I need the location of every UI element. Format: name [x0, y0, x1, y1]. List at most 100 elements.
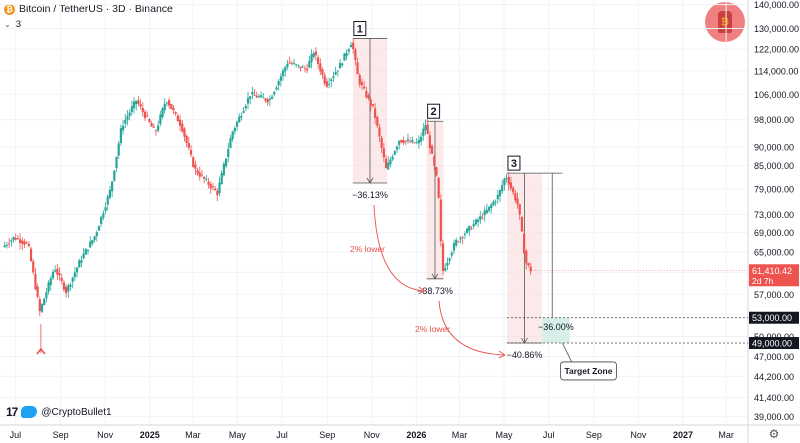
target-price-tag — [749, 337, 799, 350]
candle-body — [25, 242, 28, 244]
price-tick-label: 106,000.00 — [754, 90, 799, 100]
author-credit: 17 @CryptoBullet1 — [6, 405, 112, 419]
drawdown-arrow-icon — [431, 273, 439, 280]
candle-body — [325, 81, 328, 87]
candle-body — [404, 140, 407, 142]
candle-body — [150, 122, 153, 127]
candle-body — [518, 203, 521, 215]
candle-body — [516, 198, 519, 205]
candle-body — [424, 125, 427, 131]
candle-body — [400, 139, 403, 143]
candle-body — [299, 66, 302, 69]
candle-body — [327, 83, 331, 85]
candle-body — [21, 240, 24, 244]
candle-body — [229, 138, 232, 149]
candle-body — [343, 53, 346, 61]
candle-body — [332, 76, 335, 78]
candle-body — [126, 116, 129, 120]
candle-body — [341, 63, 344, 66]
candle-body — [67, 285, 70, 292]
last-price-tag — [749, 264, 799, 287]
target-zone-label: Target Zone — [564, 366, 612, 376]
time-tick-label: 2025 — [140, 430, 160, 440]
candle-body — [27, 243, 30, 246]
candle-body — [163, 103, 166, 111]
time-tick-label: Mar — [452, 430, 468, 440]
bitcoin-mascot-icon: ₿ — [718, 11, 732, 33]
candle-body — [485, 209, 488, 214]
candle-body — [165, 102, 169, 104]
chart-legend: ₿ Bitcoin / TetherUS · 3D · Binance — [4, 3, 173, 15]
candle-body — [119, 128, 122, 143]
candle-body — [481, 217, 484, 219]
wave-number-label: 2 — [431, 106, 437, 118]
candle-body — [137, 100, 140, 104]
candle-body — [58, 273, 61, 276]
price-tick-label: 79,000.00 — [754, 185, 794, 195]
candle-body — [310, 54, 313, 63]
candle-body — [382, 148, 385, 158]
candle-body — [378, 127, 381, 137]
candle-body — [73, 272, 76, 278]
candle-body — [496, 195, 499, 200]
candle-body — [49, 278, 52, 285]
candle-body — [106, 196, 109, 205]
candle-body — [376, 116, 379, 126]
target-percent-label: −36.00% — [538, 322, 574, 332]
candle-body — [292, 63, 296, 65]
candle-body — [468, 225, 471, 231]
arrow-head-icon — [498, 350, 506, 359]
twitter-icon — [21, 406, 38, 418]
credit-handle: @CryptoBullet1 — [41, 406, 112, 418]
candle-body — [450, 252, 453, 256]
candle-body — [10, 240, 13, 242]
candle-body — [270, 96, 274, 99]
candle-body — [312, 53, 315, 57]
candle-body — [224, 158, 228, 167]
candle-body — [479, 216, 482, 220]
candle-body — [146, 115, 149, 117]
gear-icon[interactable]: ⚙ — [768, 427, 780, 441]
candle-body — [23, 241, 26, 245]
candle-body — [143, 111, 147, 119]
time-tick-label: Jul — [276, 430, 288, 440]
candle-body — [387, 162, 390, 170]
time-tick-label: Mar — [185, 430, 201, 440]
candle-body — [406, 139, 410, 142]
target-callout-box — [560, 361, 617, 381]
indicator-toggle[interactable]: ⌄ 3 — [4, 19, 21, 30]
bar-countdown-label: 2d 7h — [752, 276, 774, 286]
candle-body — [512, 187, 515, 193]
annotation-curve-arrow — [438, 300, 505, 356]
candle-body — [452, 243, 456, 251]
candle-body — [459, 237, 462, 240]
candle-body — [113, 170, 116, 181]
candle-body — [47, 282, 50, 292]
candle-body — [60, 277, 63, 281]
price-tick-label: 47,000.00 — [754, 352, 794, 362]
candle-body — [457, 241, 460, 243]
candle-body — [281, 70, 285, 77]
candle-body — [433, 156, 436, 166]
candle-body — [205, 178, 208, 180]
candle-body — [380, 137, 383, 148]
candle-body — [32, 261, 35, 273]
candle-body — [8, 243, 11, 245]
candle-body — [54, 270, 57, 272]
candle-body — [78, 260, 81, 268]
time-tick-label: May — [229, 430, 247, 440]
candle-body — [279, 76, 282, 81]
candle-body — [209, 183, 212, 189]
candle-body — [371, 104, 375, 106]
candle-body — [36, 286, 39, 297]
candle-body — [492, 201, 495, 206]
price-tick-label: 140,000.00 — [754, 0, 799, 10]
candle-body — [157, 125, 160, 131]
time-tick-label: Jul — [543, 430, 555, 440]
candle-body — [187, 142, 190, 148]
price-tick-label: 50,000.00 — [754, 332, 794, 342]
candle-body — [200, 174, 204, 176]
candle-body — [472, 223, 475, 227]
chevron-down-icon[interactable]: ⌄ — [4, 20, 11, 29]
